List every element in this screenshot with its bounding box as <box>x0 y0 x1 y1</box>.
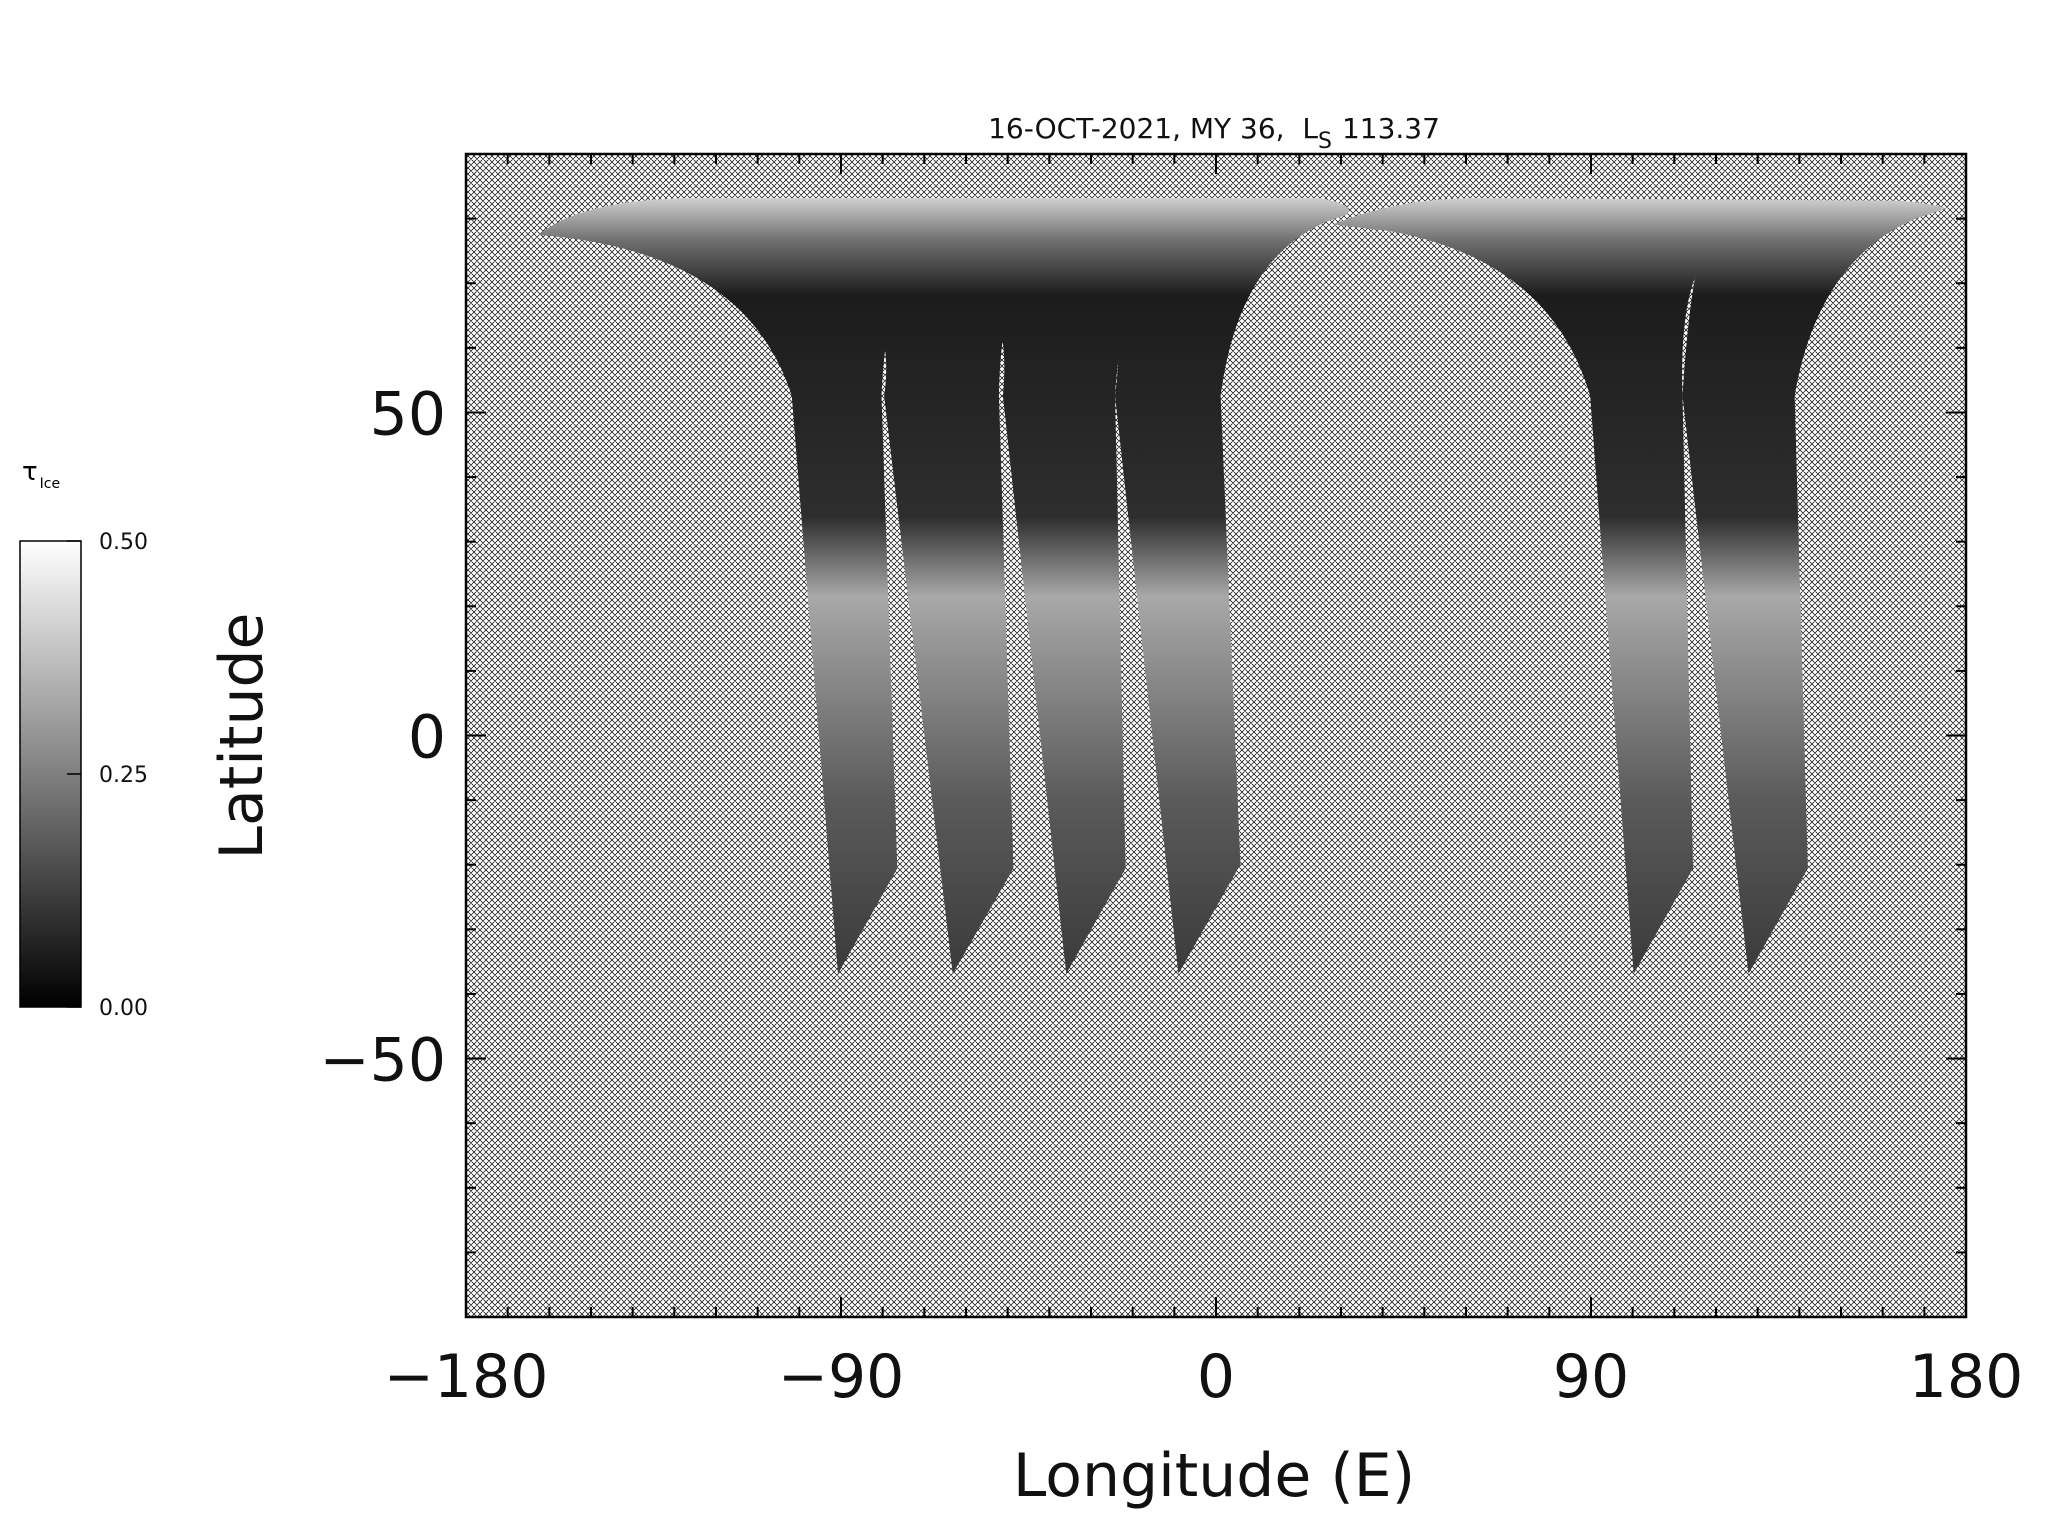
colorbar-subscript: Ice <box>40 476 60 492</box>
x-tick-label: 90 <box>1553 1342 1629 1412</box>
x-tick-label: 180 <box>1909 1342 2024 1412</box>
swath <box>1095 215 1346 974</box>
swath <box>1332 224 1716 974</box>
colorbar-tick-label: 0.00 <box>99 996 148 1021</box>
title-suffix: 113.37 <box>1342 112 1440 145</box>
swaths <box>538 197 1947 974</box>
x-tick-label: 0 <box>1197 1342 1235 1412</box>
x-axis-label: Longitude (E) <box>1013 1441 1415 1511</box>
y-tick-label: −50 <box>319 1026 446 1096</box>
title-subscript: S <box>1318 129 1332 154</box>
colorbar-symbol: τ <box>22 457 38 487</box>
x-tick-label: −180 <box>384 1342 549 1412</box>
swath <box>538 234 924 974</box>
x-tick-label: −90 <box>778 1342 905 1412</box>
title-main: 16-OCT-2021, MY 36, L <box>988 112 1318 145</box>
polar-band <box>538 197 1350 249</box>
colorbar-label: τ Ice <box>22 457 60 492</box>
swath <box>1682 208 1947 974</box>
swath <box>738 240 1043 974</box>
colorbar-tick-label: 0.50 <box>99 530 148 555</box>
swath <box>910 226 1188 974</box>
colorbar-tick-label: 0.25 <box>99 763 148 788</box>
y-axis-label: Latitude <box>207 613 277 860</box>
y-tick-label: 50 <box>370 379 446 449</box>
chart-title: 16-OCT-2021, MY 36, LS 113.37 <box>988 112 1440 154</box>
y-tick-label: 0 <box>408 703 446 773</box>
